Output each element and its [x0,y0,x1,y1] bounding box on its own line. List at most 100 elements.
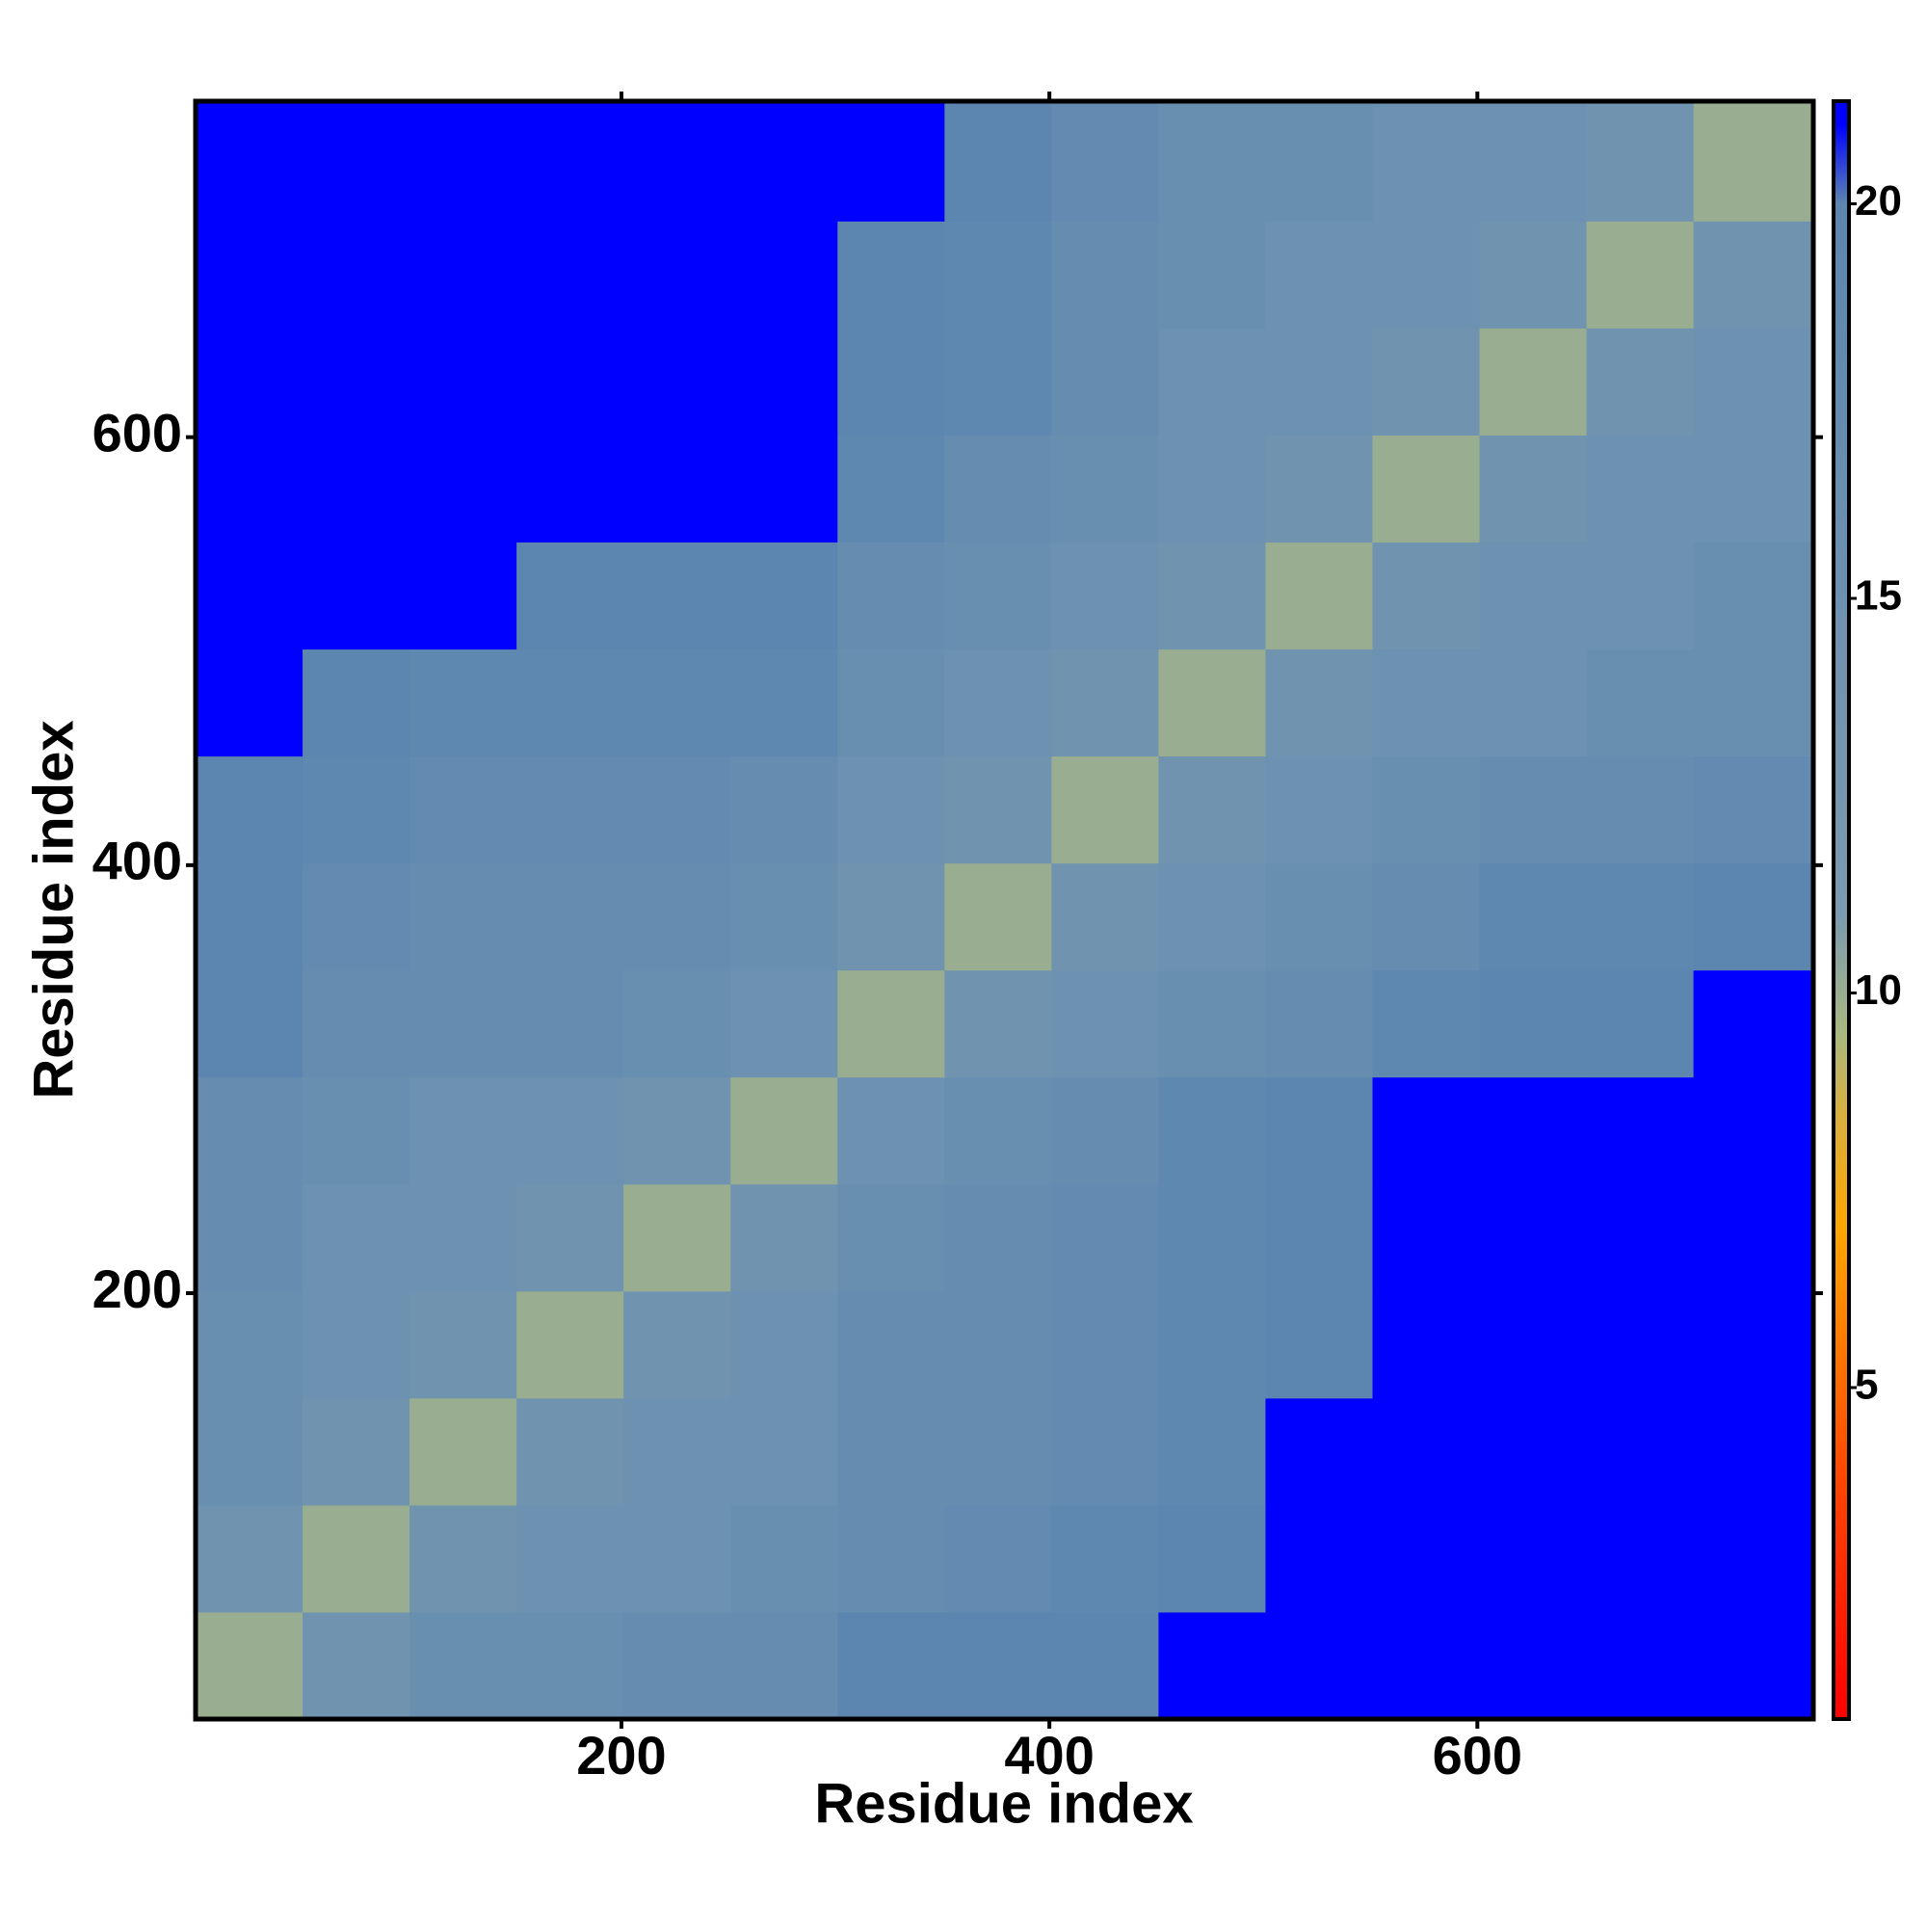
heatmap-cell [1158,862,1266,971]
heatmap-cell [196,542,304,650]
heatmap-cell [303,1076,410,1185]
heatmap-cell [1372,862,1481,971]
heatmap-cell [1051,1504,1159,1613]
heatmap-cell [196,969,304,1078]
heatmap-cell [1693,862,1814,971]
heatmap-cell [1265,648,1373,757]
heatmap-cell [730,1290,838,1399]
heatmap-cell [1479,648,1588,757]
heatmap-cell [1158,328,1266,436]
heatmap-cell [409,862,517,971]
heatmap-cell [1265,1611,1373,1720]
heatmap-cell [196,435,304,543]
heatmap-cell [730,435,838,543]
heatmap-cell [623,969,731,1078]
heatmap-cell [1265,969,1373,1078]
heatmap-cell [1051,969,1159,1078]
heatmap-cell [1372,1076,1481,1185]
heatmap-cell [303,542,410,650]
heatmap-cell [1051,1183,1159,1292]
heatmap-cell [1372,1183,1481,1292]
heatmap-cell [944,1290,1052,1399]
heatmap-cell [196,862,304,971]
heatmap-cell [623,1183,731,1292]
heatmap-cell [837,969,945,1078]
heatmap-cell [516,862,624,971]
heatmap-cell [1051,1397,1159,1506]
heatmap-cell [1586,969,1695,1078]
heatmap-cell [1372,542,1481,650]
heatmap-cell [303,1611,410,1720]
heatmap-cell [1586,862,1695,971]
heatmap-cell [516,1611,624,1720]
heatmap-cell [1693,648,1814,757]
heatmap-cell [944,101,1052,222]
colorbar [1832,99,1851,1721]
heatmap-cell [944,1076,1052,1185]
heatmap-cell [516,328,624,436]
heatmap-cell [1265,221,1373,329]
heatmap-cell [1693,435,1814,543]
heatmap-cell [1586,755,1695,864]
heatmap-cell [1051,542,1159,650]
heatmap-cell [944,648,1052,757]
heatmap-cell [1158,1290,1266,1399]
heatmap-cell [196,1611,304,1720]
heatmap-cell [623,1076,731,1185]
heatmap-cell [1158,1076,1266,1185]
heatmap-cell [730,1183,838,1292]
heatmap-cell [1158,101,1266,222]
heatmap-cell [409,1504,517,1613]
heatmap-cell [837,328,945,436]
heatmap-cell [1051,862,1159,971]
heatmap-cell [409,1290,517,1399]
heatmap-cell [1265,542,1373,650]
heatmap-cell [1051,1290,1159,1399]
heatmap-cell [303,648,410,757]
heatmap-cell [409,1183,517,1292]
heatmap-cell [1693,1076,1814,1185]
heatmap-cell [1051,328,1159,436]
heatmap-cell [1372,328,1481,436]
heatmap-cell [944,542,1052,650]
heatmap-cell [1586,1076,1695,1185]
heatmap-cell [1479,328,1588,436]
heatmap-cell [516,221,624,329]
heatmap-cell [196,1183,304,1292]
y-tick-label: 600 [92,402,182,463]
heatmap-cell [303,328,410,436]
heatmap-cell [1372,648,1481,757]
heatmap-cell [837,755,945,864]
heatmap-cell [730,969,838,1078]
heatmap-cell [1479,1290,1588,1399]
heatmap-cell [409,435,517,543]
heatmap-cell [730,755,838,864]
heatmap-cell [1158,648,1266,757]
colorbar-tick-label: 15 [1855,572,1902,620]
heatmap-cell [196,755,304,864]
heatmap-cell [1479,969,1588,1078]
y-tick-label: 400 [92,831,182,891]
heatmap-cell [409,328,517,436]
heatmap-cell [303,1183,410,1292]
heatmap-cell [1372,435,1481,543]
heatmap-cell [1372,755,1481,864]
heatmap-cell [623,542,731,650]
heatmap-cell [1586,648,1695,757]
heatmap-cell [1372,101,1481,222]
heatmap-cell [1158,221,1266,329]
heatmap-cell [409,101,517,222]
heatmap-cell [730,1076,838,1185]
heatmap-cell [1586,542,1695,650]
heatmap-cell [623,221,731,329]
heatmap-cell [944,969,1052,1078]
heatmap-cell [1479,542,1588,650]
heatmap-cell [623,328,731,436]
heatmap-cell [1372,969,1481,1078]
heatmap-cell [1693,1397,1814,1506]
heatmap-cell [196,648,304,757]
heatmap-cell [623,1397,731,1506]
heatmap-cell [1051,101,1159,222]
heatmap-cell [196,1504,304,1613]
heatmap-cell [409,755,517,864]
